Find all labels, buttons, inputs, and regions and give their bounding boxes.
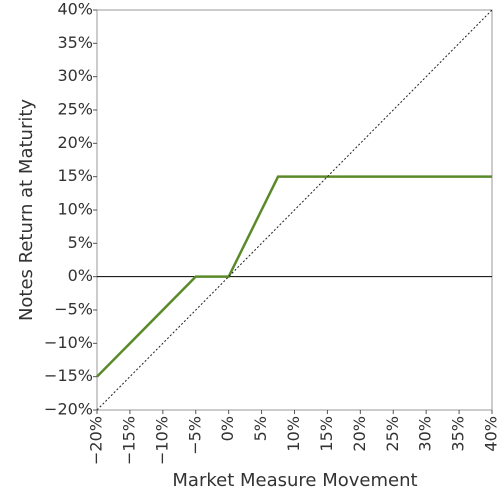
y-tick-label: 25% xyxy=(57,100,93,119)
y-tick-label: 30% xyxy=(57,66,93,85)
x-tick-label: 35% xyxy=(449,416,468,452)
x-tick-label: 30% xyxy=(416,416,435,452)
y-tick-label: 35% xyxy=(57,33,93,52)
x-tick-label: −10% xyxy=(152,416,171,465)
y-tick-label: −5% xyxy=(54,300,93,319)
y-tick-label: 20% xyxy=(57,133,93,152)
y-tick-label: −20% xyxy=(44,400,93,419)
y-tick-label: 0% xyxy=(68,266,93,285)
y-tick-label: 40% xyxy=(57,0,93,19)
x-tick-label: 40% xyxy=(482,416,500,452)
x-tick-label: −5% xyxy=(185,416,204,455)
x-tick-label: −20% xyxy=(87,416,106,465)
y-tick-label: 10% xyxy=(57,200,93,219)
x-tick-label: −15% xyxy=(119,416,138,465)
y-tick-label: −10% xyxy=(44,333,93,352)
series-line xyxy=(96,9,493,411)
x-tick-label: 10% xyxy=(284,416,303,452)
series-line xyxy=(96,175,492,378)
y-axis-title: Notes Return at Maturity xyxy=(16,99,37,321)
x-tick-label: 0% xyxy=(218,416,237,441)
y-tick-label: 5% xyxy=(68,233,93,252)
x-tick-label: 25% xyxy=(383,416,402,452)
x-tick-label: 5% xyxy=(251,416,270,441)
x-tick-label: 20% xyxy=(350,416,369,452)
x-tick-label: 15% xyxy=(317,416,336,452)
y-tick-label: −15% xyxy=(44,366,93,385)
x-axis-title: Market Measure Movement xyxy=(172,470,417,491)
y-tick-label: 15% xyxy=(57,166,93,185)
